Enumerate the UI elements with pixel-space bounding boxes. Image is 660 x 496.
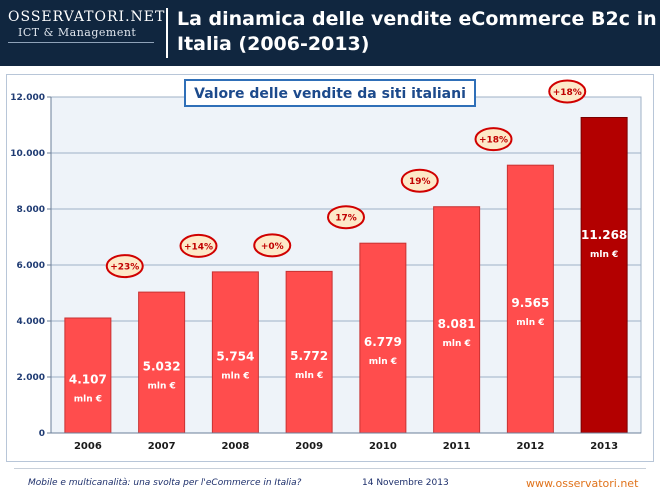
logo-rule (8, 42, 154, 43)
bar-value-label: 9.565 (511, 296, 549, 310)
bar (506, 164, 554, 434)
bar (285, 270, 333, 434)
growth-ellipse (105, 254, 144, 279)
bar (580, 116, 628, 434)
header-separator (166, 8, 168, 58)
x-category-label: 2010 (369, 441, 397, 452)
growth-ellipse (400, 168, 439, 193)
bar (433, 206, 481, 434)
growth-ellipse (253, 233, 292, 258)
y-tick-label: 0 (39, 429, 45, 439)
growth-ellipse (179, 233, 218, 258)
growth-label: +18% (553, 88, 582, 98)
growth-label: +23% (110, 263, 139, 273)
header-bar: OSSERVATORI.NET ICT & Management La dina… (0, 0, 660, 66)
x-category-label: 2008 (221, 441, 249, 452)
bar-value-label: 11.268 (581, 228, 627, 242)
bar-unit-label: mln € (369, 357, 397, 367)
y-tick-label: 12.000 (10, 93, 45, 103)
bar-unit-label: mln € (221, 371, 249, 381)
growth-label: +18% (479, 136, 508, 146)
footer-divider (14, 468, 646, 469)
y-tick-label: 8.000 (17, 205, 45, 215)
growth-label: +0% (261, 242, 284, 252)
growth-label: 17% (335, 214, 357, 224)
footer-date: 14 Novembre 2013 (362, 478, 449, 488)
logo-main-text: OSSERVATORI.NET (8, 9, 166, 25)
bar-unit-label: mln € (147, 382, 175, 392)
growth-ellipse (548, 79, 587, 104)
x-category-label: 2009 (295, 441, 323, 452)
slide-title-line-1: La dinamica delle vendite eCommerce B2c … (177, 8, 657, 30)
growth-label: +14% (184, 242, 213, 252)
chart-frame: 0 2.000 4.000 6.000 8.000 10.000 12.000 4.107 ml… (6, 74, 654, 462)
bar-unit-label: mln € (442, 339, 470, 349)
slide-title-line-2: Italia (2006-2013) (177, 33, 370, 55)
growth-label: 19% (409, 177, 431, 187)
bar-value-label: 5.032 (143, 360, 181, 374)
x-category-label: 2013 (590, 441, 618, 452)
bar (138, 291, 186, 434)
bar-unit-label: mln € (590, 250, 618, 260)
y-tick-label: 10.000 (10, 149, 45, 159)
x-category-label: 2011 (443, 441, 471, 452)
logo-sub-text: ICT & Management (18, 26, 137, 39)
bar-value-label: 6.779 (364, 335, 402, 349)
x-category-label: 2012 (516, 441, 544, 452)
y-tick-label: 4.000 (17, 317, 45, 327)
chart-title: Valore delle vendite da siti italiani (194, 86, 466, 102)
chart-title-box (184, 79, 476, 107)
bar-chart: 0 2.000 4.000 6.000 8.000 10.000 12.000 4.107 ml… (10, 79, 642, 452)
bar-value-label: 8.081 (438, 317, 476, 331)
y-tick-label: 2.000 (17, 373, 45, 383)
bar-unit-label: mln € (74, 395, 102, 405)
bar-value-label: 4.107 (69, 373, 107, 387)
bar-unit-label: mln € (295, 371, 323, 381)
slide-title: La dinamica delle vendite eCommerce B2c … (177, 7, 657, 57)
bar-value-label: 5.772 (290, 349, 328, 363)
growth-ellipse (474, 127, 513, 152)
x-category-label: 2007 (148, 441, 176, 452)
osservatori-logo: OSSERVATORI.NET ICT & Management (8, 9, 164, 43)
bar-value-label: 5.754 (216, 349, 254, 363)
growth-ellipse (327, 205, 365, 230)
footer-presentation-title: Mobile e multicanalità: una svolta per l… (28, 478, 302, 488)
y-tick-label: 6.000 (17, 261, 45, 271)
footer-url: www.osservatori.net (526, 477, 639, 490)
bar-unit-label: mln € (516, 318, 544, 328)
x-category-label: 2006 (74, 441, 102, 452)
